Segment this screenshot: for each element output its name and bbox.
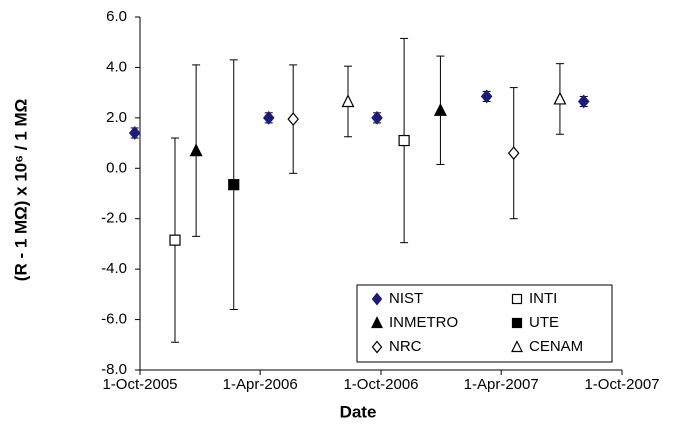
x-axis-title: Date <box>340 402 377 421</box>
marker <box>511 317 523 329</box>
marker <box>287 112 299 127</box>
y-tick-label: 0.0 <box>106 159 127 176</box>
y-axis-title: (R - 1 MΩ) x 10⁶ / 1 MΩ <box>11 99 30 281</box>
x-tick-label: 1-Apr-2006 <box>223 376 298 393</box>
marker <box>507 146 520 161</box>
marker <box>341 94 355 108</box>
marker <box>371 292 383 306</box>
marker <box>398 134 410 147</box>
y-tick-label: 6.0 <box>106 8 127 25</box>
legend-label: UTE <box>529 314 559 331</box>
y-tick-label: -8.0 <box>101 361 127 378</box>
x-tick-label: 1-Oct-2005 <box>102 376 177 393</box>
legend-label: CENAM <box>529 338 583 355</box>
x-tick-label: 1-Oct-2006 <box>343 376 418 393</box>
marker <box>128 126 141 140</box>
marker <box>433 102 447 116</box>
marker <box>480 89 493 104</box>
y-tick-label: -2.0 <box>101 210 127 227</box>
marker <box>577 94 590 109</box>
x-tick-label: 1-Oct-2007 <box>584 376 659 393</box>
marker <box>169 234 181 246</box>
y-tick-label: 4.0 <box>106 58 127 75</box>
legend-box <box>356 284 613 363</box>
marker <box>511 293 523 305</box>
marker <box>371 110 383 125</box>
x-tick-label: 1-Apr-2007 <box>464 376 539 393</box>
marker <box>511 340 523 353</box>
legend-label: INMETRO <box>389 314 458 331</box>
legend-label: INTI <box>529 290 557 307</box>
marker <box>553 91 567 105</box>
y-tick-label: -4.0 <box>101 260 127 277</box>
marker <box>228 179 240 191</box>
legend-label: NRC <box>389 338 422 355</box>
y-tick-label: 2.0 <box>106 109 127 126</box>
marker <box>262 110 275 125</box>
marker <box>189 143 203 157</box>
y-tick-label: -6.0 <box>101 311 127 328</box>
legend-label: NIST <box>389 290 423 307</box>
marker <box>371 340 383 354</box>
marker <box>371 316 383 329</box>
